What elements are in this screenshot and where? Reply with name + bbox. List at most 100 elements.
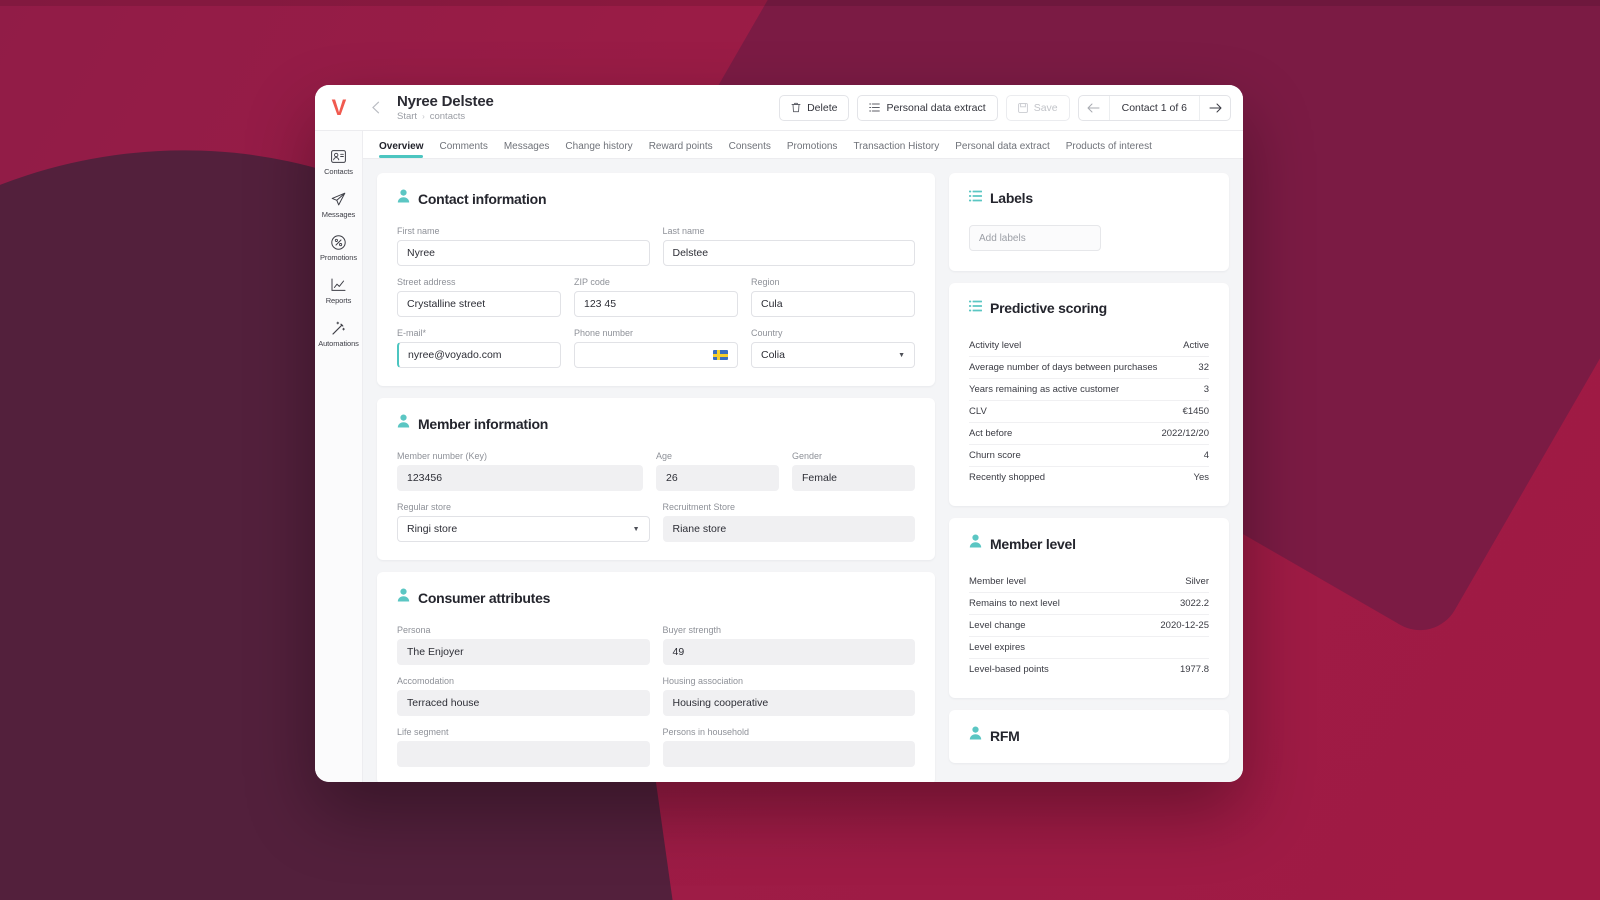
email-label: E-mail* <box>397 328 427 338</box>
chevron-right-icon: › <box>422 112 425 122</box>
form-row: Regular store Ringi store ▼ Recruitment … <box>397 502 915 542</box>
tab-personal-data-extract[interactable]: Personal data extract <box>955 141 1050 152</box>
save-button[interactable]: Save <box>1005 94 1070 121</box>
street-address-label: Street address <box>397 277 456 287</box>
gender-label: Gender <box>792 451 823 461</box>
gender-input: Female <box>792 465 915 491</box>
age-label: Age <box>656 451 673 461</box>
breadcrumb-current[interactable]: contacts <box>429 111 466 123</box>
regular-store-value: Ringi store <box>407 523 458 535</box>
row-key: Average number of days between purchases <box>969 362 1158 373</box>
row-key: Member level <box>969 576 1027 587</box>
left-sidebar: Contacts Messages Promotions Reports <box>315 131 363 782</box>
add-labels-input[interactable]: Add labels <box>969 225 1101 251</box>
buyer-strength-field: Buyer strength 49 <box>662 625 915 665</box>
person-icon <box>969 726 982 745</box>
card-header: Contact information <box>397 189 915 208</box>
tab-products-of-interest[interactable]: Products of interest <box>1065 141 1152 152</box>
zip-code-field: ZIP code 123 45 <box>574 277 738 317</box>
tab-promotions[interactable]: Promotions <box>786 141 838 152</box>
row-value: 1977.8 <box>1179 664 1209 675</box>
street-address-input[interactable]: Crystalline street <box>397 291 561 317</box>
list-icon <box>869 102 881 113</box>
row-key: Act before <box>969 428 1013 439</box>
card-title: RFM <box>990 727 1020 744</box>
last-name-input[interactable]: Delstee <box>662 240 915 266</box>
list-icon <box>969 189 982 207</box>
chevron-down-icon: ▼ <box>632 525 640 533</box>
accomodation-input: Terraced house <box>397 690 650 716</box>
delete-button[interactable]: Delete <box>779 94 850 121</box>
last-name-label: Last name <box>662 226 705 236</box>
member-information-card: Member information Member number (Key) 1… <box>377 398 935 560</box>
save-icon <box>1017 102 1028 113</box>
pager-next-button[interactable] <box>1200 96 1230 120</box>
row-value: Yes <box>1193 472 1210 483</box>
first-name-input[interactable]: Nyree <box>397 240 650 266</box>
row-key: Remains to next level <box>969 598 1060 609</box>
life-segment-label: Life segment <box>397 727 449 737</box>
accomodation-field: Accomodation Terraced house <box>397 676 650 716</box>
tab-transaction-history[interactable]: Transaction History <box>853 141 940 152</box>
tab-consents[interactable]: Consents <box>728 141 771 152</box>
sidebar-item-contacts[interactable]: Contacts <box>315 141 362 184</box>
region-input[interactable]: Cula <box>751 291 915 317</box>
card-header: Consumer attributes <box>397 588 915 607</box>
sidebar-item-automations[interactable]: Automations <box>315 313 362 356</box>
app-logo[interactable]: V <box>315 85 363 131</box>
background-top-strip <box>0 0 1600 6</box>
breadcrumb: Start › contacts <box>397 111 494 122</box>
list-icon <box>969 299 982 317</box>
table-row: Level expires <box>969 637 1209 659</box>
phone-number-input[interactable] <box>574 342 738 368</box>
tab-comments[interactable]: Comments <box>439 141 488 152</box>
first-name-label: First name <box>397 226 440 236</box>
trash-icon <box>791 102 801 113</box>
table-row: Act before 2022/12/20 <box>969 423 1209 445</box>
country-select[interactable]: Colia ▼ <box>751 342 915 368</box>
gender-field: Gender Female <box>792 451 915 491</box>
tab-change-history[interactable]: Change history <box>565 141 633 152</box>
pager-prev-button[interactable] <box>1079 96 1109 120</box>
form-row: Member number (Key) 123456 Age 26 Gender… <box>397 451 915 491</box>
table-row: Member level Silver <box>969 571 1209 593</box>
sidebar-item-promotions[interactable]: Promotions <box>315 227 362 270</box>
tab-bar: Overview Comments Messages Change histor… <box>363 131 1243 159</box>
personal-data-extract-button[interactable]: Personal data extract <box>857 94 998 121</box>
row-value: 3022.2 <box>1179 598 1209 609</box>
member-number-field: Member number (Key) 123456 <box>397 451 643 491</box>
tab-overview[interactable]: Overview <box>379 141 424 158</box>
tab-messages[interactable]: Messages <box>503 141 550 152</box>
accomodation-label: Accomodation <box>397 676 455 686</box>
top-actions: Delete Personal data extract Save Contac… <box>779 94 1243 121</box>
sweden-flag-icon <box>713 350 728 360</box>
tab-reward-points[interactable]: Reward points <box>648 141 713 152</box>
regular-store-select[interactable]: Ringi store ▼ <box>397 516 650 542</box>
zip-code-input[interactable]: 123 45 <box>574 291 738 317</box>
sidebar-item-messages[interactable]: Messages <box>315 184 362 227</box>
email-input[interactable]: nyree@voyado.com <box>397 342 561 368</box>
card-title: Contact information <box>418 190 547 207</box>
sidebar-item-label: Promotions <box>320 253 357 262</box>
top-bar: V Nyree Delstee Start › contacts Delete <box>315 85 1243 131</box>
table-row: Level-based points 1977.8 <box>969 659 1209 680</box>
regular-store-label: Regular store <box>397 502 452 512</box>
breadcrumb-root[interactable]: Start <box>397 111 418 123</box>
delete-button-label: Delete <box>807 101 838 114</box>
labels-card: Labels Add labels <box>949 173 1229 271</box>
card-header: Predictive scoring <box>969 299 1209 317</box>
back-chevron-icon[interactable] <box>363 101 387 114</box>
predictive-scoring-card: Predictive scoring Activity level Active … <box>949 283 1229 506</box>
country-field: Country Colia ▼ <box>751 328 915 368</box>
promotion-tag-icon <box>331 234 346 250</box>
card-header: Member level <box>969 534 1209 553</box>
recruitment-store-label: Recruitment Store <box>662 502 736 512</box>
main-column: Overview Comments Messages Change histor… <box>363 131 1243 782</box>
sidebar-item-label: Automations <box>318 339 359 348</box>
row-key: Years remaining as active customer <box>969 384 1120 395</box>
form-row: Accomodation Terraced house Housing asso… <box>397 676 915 716</box>
person-icon <box>397 189 410 208</box>
page-title: Nyree Delstee <box>397 92 494 110</box>
row-value: 4 <box>1203 450 1209 461</box>
sidebar-item-reports[interactable]: Reports <box>315 270 362 313</box>
